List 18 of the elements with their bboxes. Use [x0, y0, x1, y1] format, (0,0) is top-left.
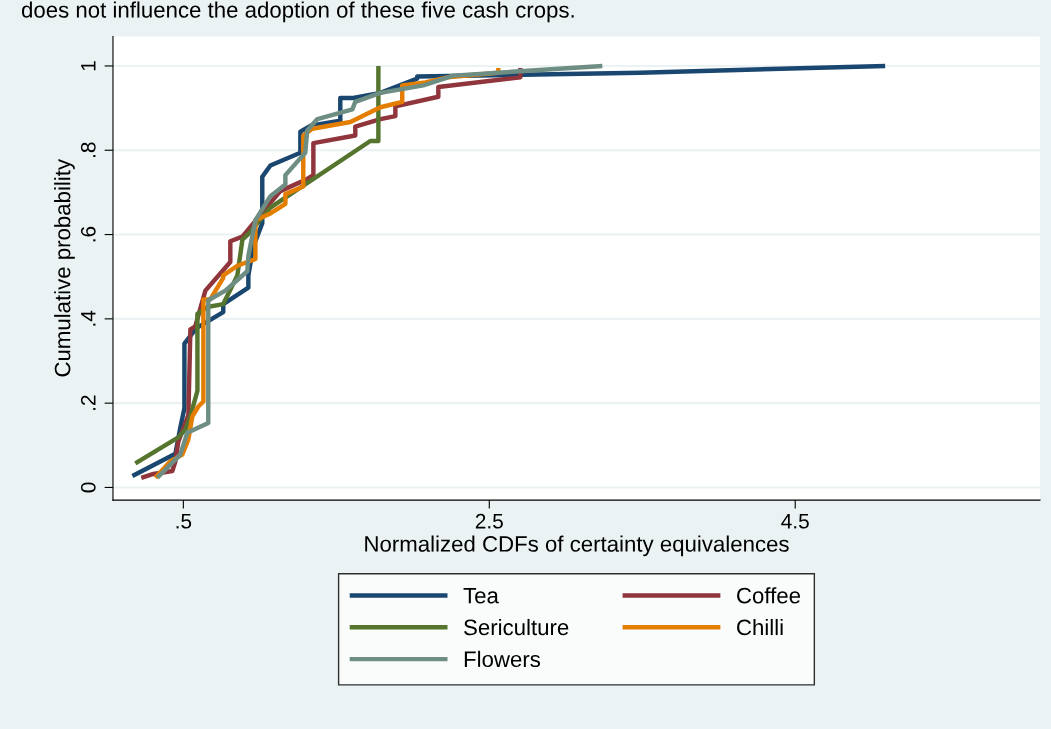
- y-tick-label: .4: [81, 310, 96, 326]
- x-tick-label: .5: [176, 514, 192, 529]
- legend-label: Tea: [463, 587, 499, 604]
- text: does not influence the adoption of these five cash crops.: [21, 1, 574, 23]
- y-axis-title: Cumulative probability: [54, 159, 75, 377]
- y-tick-label: 0: [80, 482, 96, 493]
- legend-label: Chilli: [737, 618, 783, 636]
- x-tick-label: 4.5: [781, 514, 809, 529]
- x-axis-title: Normalized CDFs of certainty equivalences: [365, 535, 789, 557]
- y-tick-label: .8: [80, 142, 96, 158]
- legend-label: Flowers: [464, 650, 541, 668]
- legend-label: Sericulture: [464, 618, 569, 636]
- y-tick-label: .2: [80, 395, 96, 410]
- line-series: [155, 63, 605, 480]
- legend-label: Coffee: [737, 587, 801, 604]
- y-tick-label: .6: [80, 226, 96, 242]
- x-tick-label: 2.5: [475, 513, 503, 529]
- y-tick-label: 1: [81, 61, 96, 71]
